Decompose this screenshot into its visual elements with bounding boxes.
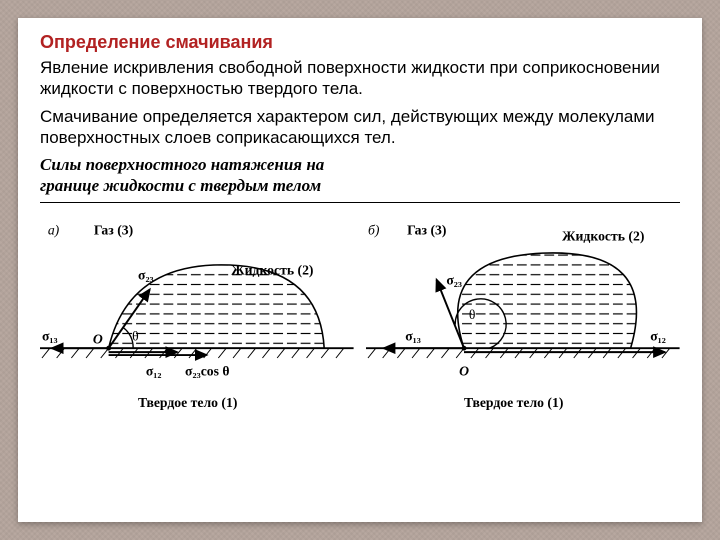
- diagram-b: б) Газ (3) Жидкость (2): [366, 211, 680, 436]
- liquid-label-a: Жидкость (2): [231, 262, 313, 278]
- s13-label-b: σ₁₃: [406, 328, 422, 343]
- s23-label-a: σ₂₃: [138, 267, 154, 282]
- s23-label-b: σ₂₃: [447, 272, 463, 287]
- definition-paragraph-2: Смачивание определяется характером сил, …: [40, 106, 680, 149]
- solid-label-a: Твердое тело (1): [138, 394, 237, 410]
- figure-caption-line-1: Силы поверхностного натяжения на: [40, 155, 324, 174]
- gas-label-a: Газ (3): [94, 222, 133, 238]
- s12-label-a: σ₁₂: [146, 363, 162, 378]
- s13-label-a: σ₁₃: [42, 328, 58, 343]
- O-label-b: O: [460, 363, 470, 378]
- s23cos-label-a: σ₂₃cos θ: [185, 363, 230, 378]
- definition-paragraph-1: Явление искривления свободной поверхност…: [40, 57, 680, 100]
- solid-label-b: Твердое тело (1): [464, 394, 563, 410]
- s12-label-b: σ₁₂: [651, 328, 667, 343]
- O-label-a: O: [93, 331, 103, 346]
- main-title: Определение смачивания: [40, 32, 680, 53]
- slide-page: Определение смачивания Явление искривлен…: [18, 18, 702, 522]
- diagram-a-svg: а) Газ (3) Жидкость (2): [40, 211, 354, 436]
- diagram-row: а) Газ (3) Жидкость (2): [40, 211, 680, 436]
- gas-label-b: Газ (3): [408, 222, 447, 238]
- liquid-label-b: Жидкость (2): [562, 228, 644, 244]
- diagram-b-svg: б) Газ (3) Жидкость (2): [366, 211, 680, 436]
- figure-caption-line-2: границе жидкости с твердым телом: [40, 176, 321, 195]
- theta-label-b: θ: [469, 306, 476, 321]
- panel-label-b: б): [368, 222, 380, 238]
- theta-label-a: θ: [132, 328, 139, 343]
- figure-caption: Силы поверхностного натяжения на границе…: [40, 154, 680, 203]
- diagram-a: а) Газ (3) Жидкость (2): [40, 211, 354, 436]
- panel-label-a: а): [48, 222, 60, 238]
